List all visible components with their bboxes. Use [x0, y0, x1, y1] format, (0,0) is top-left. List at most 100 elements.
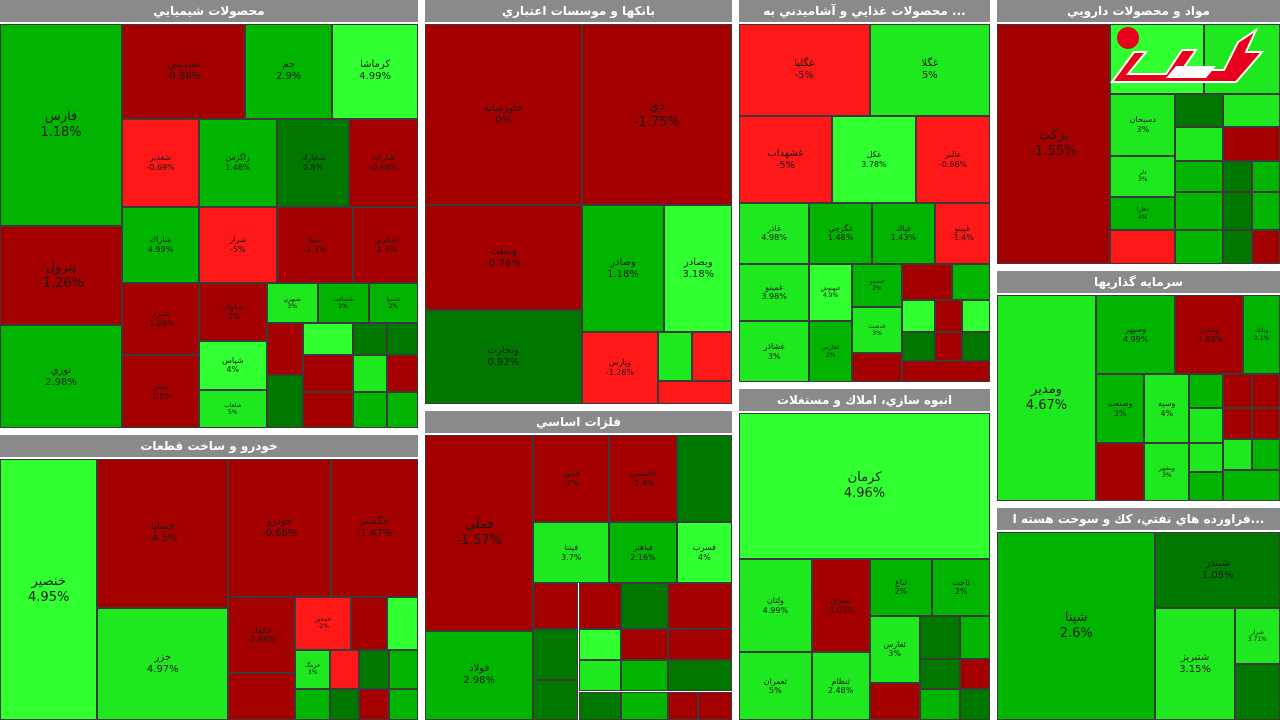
- treemap-cell[interactable]: [621, 583, 668, 629]
- treemap-cell[interactable]: شپديس -0.88%: [122, 24, 245, 119]
- treemap-cell[interactable]: وتجارت 0.92%: [425, 310, 582, 404]
- treemap-cell[interactable]: [959, 689, 990, 720]
- treemap-cell[interactable]: شراز -5%: [198, 206, 277, 283]
- treemap-cell[interactable]: [330, 688, 360, 720]
- treemap-cell[interactable]: [1223, 374, 1252, 409]
- treemap-cell[interactable]: [351, 597, 388, 650]
- treemap-cell[interactable]: زاگرس 1.48%: [198, 118, 277, 207]
- treemap-cell[interactable]: [962, 299, 990, 332]
- treemap-cell[interactable]: وصادر 1.18%: [581, 205, 665, 332]
- treemap-cell[interactable]: ثنظام 2.48%: [811, 652, 870, 720]
- treemap-cell[interactable]: وغدير -1.08%: [1175, 295, 1244, 375]
- treemap-cell[interactable]: وپارس -1.26%: [581, 331, 659, 404]
- treemap-cell[interactable]: [1223, 192, 1252, 231]
- treemap-cell[interactable]: خرينگ 3%: [295, 649, 331, 689]
- treemap-cell[interactable]: [667, 691, 699, 720]
- treemap-cell[interactable]: [388, 649, 418, 689]
- treemap-cell[interactable]: فخوز -2%: [533, 435, 610, 523]
- treemap-cell[interactable]: [959, 658, 990, 690]
- treemap-cell[interactable]: [295, 688, 331, 720]
- treemap-cell[interactable]: [919, 658, 960, 690]
- treemap-cell[interactable]: [919, 689, 960, 720]
- treemap-cell[interactable]: [1251, 192, 1280, 231]
- treemap-cell[interactable]: [919, 615, 960, 659]
- treemap-cell[interactable]: [1189, 374, 1224, 409]
- treemap-cell[interactable]: بركت -1.55%: [997, 24, 1111, 264]
- treemap-cell[interactable]: [869, 683, 920, 720]
- treemap-cell[interactable]: ثفارس 3%: [869, 615, 920, 684]
- treemap-cell[interactable]: غگرجي 1.48%: [809, 203, 873, 264]
- treemap-cell[interactable]: ثباغ 2%: [869, 559, 933, 616]
- treemap-cell[interactable]: فارس 1.18%: [0, 24, 123, 226]
- treemap-cell[interactable]: [1189, 472, 1224, 501]
- treemap-cell[interactable]: غصينو 2%: [851, 263, 903, 307]
- treemap-cell[interactable]: [1175, 192, 1224, 231]
- treemap-cell[interactable]: [1251, 374, 1280, 409]
- treemap-cell[interactable]: [1223, 93, 1280, 128]
- treemap-cell[interactable]: شاوان -2%: [198, 282, 267, 341]
- treemap-cell[interactable]: وسپهر 4.99%: [1096, 295, 1176, 375]
- treemap-cell[interactable]: شخارك 0.8%: [276, 118, 350, 207]
- treemap-cell[interactable]: [1223, 160, 1252, 192]
- treemap-cell[interactable]: [302, 391, 354, 428]
- treemap-cell[interactable]: [1251, 160, 1280, 192]
- treemap-cell[interactable]: [621, 660, 668, 692]
- treemap-cell[interactable]: [1251, 230, 1280, 264]
- treemap-cell[interactable]: خگستر -1.47%: [331, 459, 418, 598]
- treemap-cell[interactable]: [902, 263, 953, 300]
- treemap-cell[interactable]: خنصير 4.95%: [0, 459, 98, 720]
- treemap-cell[interactable]: [1110, 230, 1176, 264]
- treemap-cell[interactable]: غدشت 3%: [851, 306, 903, 354]
- treemap-cell[interactable]: ثاخت 2%: [932, 559, 990, 616]
- treemap-cell[interactable]: [692, 331, 732, 382]
- treemap-cell[interactable]: [533, 680, 579, 720]
- treemap-cell[interactable]: فاسمين -1.4%: [609, 435, 677, 523]
- treemap-cell[interactable]: [228, 673, 296, 720]
- treemap-cell[interactable]: [1234, 663, 1280, 720]
- treemap-cell[interactable]: [1175, 160, 1224, 192]
- treemap-cell[interactable]: [1223, 439, 1252, 471]
- treemap-cell[interactable]: شلعاب 5%: [198, 389, 267, 428]
- treemap-cell[interactable]: شفن -1.5%: [122, 355, 199, 428]
- treemap-cell[interactable]: وبملت -0.76%: [425, 205, 582, 311]
- treemap-cell[interactable]: ثعمران 5%: [739, 652, 812, 720]
- treemap-cell[interactable]: شغدير -0.69%: [122, 118, 199, 207]
- treemap-cell[interactable]: [578, 691, 622, 720]
- treemap-cell[interactable]: غپينو -1.4%: [934, 203, 990, 264]
- treemap-cell[interactable]: [621, 691, 668, 720]
- treemap-cell[interactable]: [667, 583, 732, 629]
- treemap-cell[interactable]: [902, 360, 990, 382]
- treemap-cell[interactable]: [1189, 408, 1224, 444]
- treemap-cell[interactable]: [533, 583, 579, 629]
- treemap-cell[interactable]: خاورميانه 0%: [425, 24, 582, 206]
- treemap-cell[interactable]: غبهنوش 4.9%: [809, 263, 852, 322]
- treemap-cell[interactable]: فباهنر 2.16%: [609, 522, 677, 584]
- treemap-cell[interactable]: [302, 322, 354, 356]
- treemap-cell[interactable]: [359, 688, 389, 720]
- treemap-cell[interactable]: خكمك -1.98%: [228, 597, 296, 674]
- treemap-cell[interactable]: غمينو 3.98%: [739, 263, 810, 322]
- treemap-cell[interactable]: [1251, 408, 1280, 440]
- treemap-cell[interactable]: [1223, 230, 1252, 264]
- treemap-cell[interactable]: [266, 375, 303, 428]
- treemap-cell[interactable]: [359, 649, 389, 689]
- treemap-cell[interactable]: شتبريز 3.15%: [1155, 608, 1235, 720]
- treemap-cell[interactable]: شسپا 2%: [368, 282, 418, 323]
- treemap-cell[interactable]: [1175, 127, 1224, 161]
- treemap-cell[interactable]: [1223, 127, 1280, 161]
- treemap-cell[interactable]: [621, 628, 668, 661]
- treemap-cell[interactable]: [330, 649, 360, 689]
- treemap-cell[interactable]: [578, 583, 622, 629]
- treemap-cell[interactable]: وبصادر 3.18%: [664, 205, 732, 332]
- treemap-cell[interactable]: وسپه 4%: [1144, 374, 1190, 444]
- treemap-cell[interactable]: [1175, 93, 1224, 128]
- treemap-cell[interactable]: ثشرق -1.05%: [811, 559, 870, 653]
- treemap-cell[interactable]: كرماشا 4.99%: [332, 24, 418, 119]
- treemap-cell[interactable]: [1096, 443, 1145, 501]
- treemap-cell[interactable]: شپنا -1.3%: [276, 206, 354, 283]
- treemap-cell[interactable]: [1223, 470, 1280, 501]
- treemap-cell[interactable]: وبشهر 3%: [1144, 443, 1190, 501]
- treemap-cell[interactable]: دلر 3%: [1110, 156, 1176, 197]
- treemap-cell[interactable]: [667, 628, 732, 661]
- treemap-cell[interactable]: [667, 660, 732, 692]
